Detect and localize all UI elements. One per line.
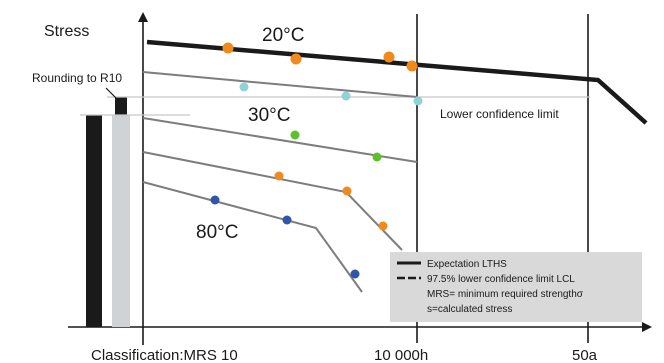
legend: Expectation LTHS 97.5% lower confidence …: [390, 252, 642, 322]
bar-rounding-black: [115, 97, 127, 115]
legend-item-calculated-stress: s=calculated stress: [427, 304, 512, 315]
legend-item-lths: Expectation LTHS: [427, 259, 507, 270]
legend-background: [390, 252, 642, 322]
point-lcl: [341, 91, 351, 101]
point-30c: [290, 130, 300, 140]
x-tick-50a: 50a: [572, 347, 598, 363]
point-lcl: [239, 82, 249, 92]
point-20c: [383, 51, 395, 63]
lcl-curve-20c: [142, 71, 418, 98]
curve-30c-upper: [142, 117, 418, 163]
point-30c-lower: [342, 186, 352, 196]
bar-lcl-black: [86, 115, 102, 327]
legend-item-mrs: MRS= minimum required strengthσ: [427, 289, 584, 300]
point-20c: [406, 60, 418, 72]
point-20c: [222, 42, 234, 54]
lcl-label: Lower confidence limit: [440, 107, 559, 121]
point-20c: [290, 53, 302, 65]
rounding-label: Rounding to R10: [32, 71, 122, 85]
point-30c-lower: [378, 221, 388, 231]
lths-curve-20c: [146, 39, 648, 125]
point-30c: [372, 152, 382, 162]
point-80c: [282, 215, 292, 225]
curve-30c-lower: [142, 151, 403, 251]
temperature-label-30c: 30°C: [248, 105, 290, 126]
y-axis-label: Stress: [44, 23, 89, 40]
x-tick-classification: Classification:MRS 10: [91, 347, 238, 363]
legend-item-lcl: 97.5% lower confidence limit LCL: [427, 274, 575, 285]
point-30c-lower: [274, 171, 284, 181]
bar-mrs-gray: [112, 115, 130, 327]
temperature-label-20c: 20°C: [262, 25, 304, 46]
point-80c: [210, 195, 220, 205]
point-lcl: [413, 96, 423, 106]
x-tick-10000h: 10 000h: [374, 347, 428, 363]
rounding-pointer: [105, 87, 117, 99]
curve-80c: [142, 181, 363, 293]
temperature-label-80c: 80°C: [196, 222, 238, 243]
point-80c: [350, 269, 360, 279]
